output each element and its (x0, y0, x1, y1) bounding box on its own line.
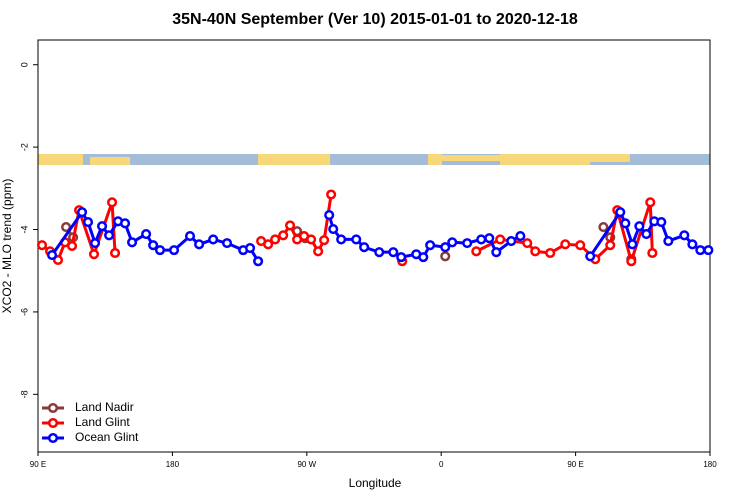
data-point (656, 217, 667, 228)
legend-marker (47, 417, 59, 429)
legend-label: Land Nadir (75, 400, 134, 414)
data-point (104, 230, 115, 241)
data-point (396, 252, 407, 263)
y-tick-label: -6 (19, 308, 29, 316)
data-point (495, 234, 506, 245)
data-point (82, 217, 94, 228)
data-point (127, 237, 138, 248)
legend-marker (47, 432, 59, 444)
data-point (634, 221, 645, 232)
data-point (440, 251, 451, 262)
data-point (425, 240, 436, 251)
data-point (319, 235, 330, 246)
data-point (687, 239, 698, 250)
data-point (641, 229, 652, 240)
data-point (88, 249, 100, 260)
data-point (388, 247, 399, 258)
data-point (418, 252, 429, 263)
data-point (627, 239, 638, 250)
data-point (52, 254, 64, 266)
data-point (605, 240, 616, 251)
data-point (107, 197, 118, 208)
data-point (679, 230, 690, 241)
data-point (359, 242, 370, 253)
x-tick-label: 180 (703, 460, 717, 469)
data-point (306, 234, 317, 245)
data-point (575, 240, 586, 251)
series-line (475, 201, 654, 267)
data-point (36, 240, 48, 251)
data-point (462, 238, 473, 249)
data-point (695, 245, 706, 256)
data-point (324, 210, 335, 221)
data-point (522, 238, 533, 249)
y-tick-label: -4 (19, 226, 29, 234)
data-point (328, 224, 339, 235)
x-tick-label: 90 E (567, 460, 583, 469)
data-point (506, 236, 517, 247)
data-point (313, 246, 324, 257)
data-point (447, 237, 458, 248)
data-point (245, 243, 256, 254)
y-axis-label: XCO2 - MLO trend (ppm) (0, 179, 14, 314)
data-point (374, 247, 385, 258)
data-point (545, 247, 556, 259)
data-point (154, 245, 166, 256)
data-point (530, 246, 541, 257)
data-point (141, 229, 152, 240)
data-point (620, 218, 631, 229)
legend-marker (47, 402, 59, 414)
legend-label: Land Glint (75, 415, 130, 429)
data-point (585, 251, 596, 262)
data-point (326, 189, 337, 200)
data-point (168, 245, 180, 256)
data-point (270, 234, 281, 245)
data-point (110, 247, 121, 259)
x-tick-label: 180 (166, 460, 180, 469)
data-point (476, 234, 487, 245)
data-point (46, 250, 58, 261)
x-axis-label: Longitude (349, 476, 402, 490)
data-point (120, 218, 131, 229)
data-point (351, 234, 362, 245)
y-tick-label: 0 (19, 62, 29, 67)
data-point (194, 239, 205, 250)
data-point (560, 239, 571, 250)
data-point (148, 240, 159, 251)
data-point (515, 231, 526, 242)
x-tick-label: 0 (439, 460, 444, 469)
data-point (645, 197, 656, 208)
x-tick-label: 90 E (30, 460, 46, 469)
data-point (278, 230, 289, 241)
data-point (440, 242, 451, 253)
data-point (263, 239, 274, 250)
map-strip (38, 154, 710, 165)
data-point (626, 256, 637, 267)
data-point (285, 220, 296, 231)
data-point (77, 207, 88, 218)
data-point (471, 246, 482, 257)
data-point (484, 233, 495, 244)
y-tick-label: -2 (19, 143, 29, 151)
data-point (89, 238, 101, 249)
data-point (66, 240, 78, 252)
data-point (184, 231, 196, 242)
y-tick-label: -8 (19, 390, 29, 398)
legend-label: Ocean Glint (75, 430, 139, 444)
data-point (647, 247, 658, 259)
data-point (253, 256, 264, 267)
data-point (598, 221, 609, 233)
data-point (222, 238, 233, 249)
data-point (208, 234, 219, 245)
data-point (336, 234, 347, 245)
x-tick-label: 90 W (297, 460, 316, 469)
data-point (663, 236, 674, 247)
chart-title: 35N-40N September (Ver 10) 2015-01-01 to… (172, 11, 578, 28)
data-point (491, 247, 502, 258)
data-point (703, 245, 714, 256)
data-point (97, 221, 108, 232)
data-point (615, 207, 626, 218)
